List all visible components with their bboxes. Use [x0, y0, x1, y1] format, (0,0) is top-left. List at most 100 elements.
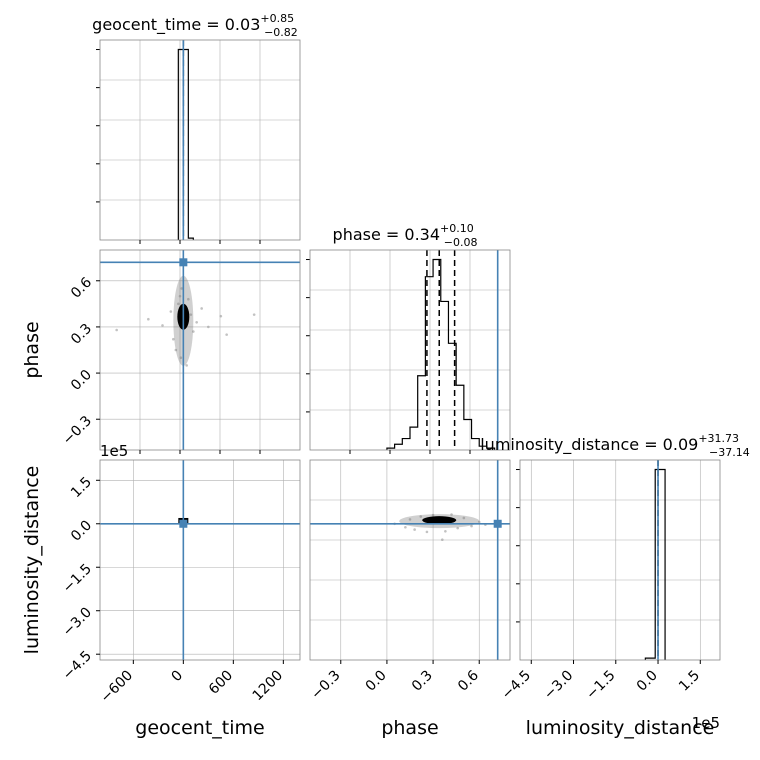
sample-point-1-9 — [180, 287, 183, 290]
sample-point-1-7 — [178, 294, 182, 298]
xtick-label-4-2: 0.3 — [409, 668, 436, 695]
xtick-label-4-3: 0.6 — [455, 667, 482, 694]
frame-3 — [99, 459, 301, 661]
title-plus-0: +0.85 — [260, 12, 294, 25]
truth-marker-4 — [493, 519, 502, 528]
frame-2 — [309, 249, 511, 451]
xtick-label-3-2: 600 — [206, 668, 236, 698]
title-param-0: geocent_time = 0.03 — [92, 15, 260, 35]
truth-marker-1 — [179, 258, 188, 267]
panel-0: geocent_time = 0.03+0.85 −0.82 — [92, 12, 301, 244]
sample-point-1-16 — [207, 325, 210, 329]
sample-point-1-15 — [200, 307, 203, 310]
sample-point-1-0 — [115, 328, 118, 332]
title-plus-2: +0.10 — [440, 222, 474, 235]
xtick-label-5-1: −3.0 — [541, 668, 576, 703]
hist-bar-2-3 — [410, 427, 418, 450]
hist-bar-2-7 — [441, 301, 449, 450]
xlabel-4: phase — [381, 717, 438, 739]
frame-1 — [99, 249, 301, 451]
xtick-label-3-3: 1200 — [250, 668, 287, 705]
xlabel-3: geocent_time — [135, 717, 264, 739]
sample-point-1-14 — [195, 321, 198, 324]
title-5: luminosity_distance = 0.09+31.73 −37.14 — [480, 432, 750, 459]
title-minus-0: −0.82 — [264, 26, 298, 39]
sample-point-4-3 — [413, 528, 416, 531]
hist-bar-2-9 — [456, 385, 464, 450]
hist-bar-2-1 — [395, 444, 403, 450]
density-core-4 — [422, 516, 457, 525]
ytick-label-3-2: −1.5 — [60, 561, 95, 596]
title-minus-2: −0.08 — [444, 236, 478, 249]
sample-point-4-14 — [441, 538, 444, 542]
ylabel-1: phase — [21, 321, 43, 378]
title-minus-5: −37.14 — [709, 446, 750, 459]
hist-bar-2-11 — [472, 439, 480, 450]
sample-point-4-2 — [408, 518, 412, 521]
title-plus-5: +31.73 — [698, 432, 739, 445]
panel-3: −600 0 600 1200 −4.5 −3.0 −1.5 0.0 1.5 geocent_ti… — [21, 442, 301, 739]
sample-point-4-6 — [431, 513, 435, 517]
hist-bar-2-10 — [464, 420, 472, 450]
sample-point-4-1 — [404, 525, 407, 529]
xtick-label-3-1: 0 — [169, 668, 187, 686]
sample-point-4-9 — [456, 526, 459, 530]
ytick-label-1-0: −0.3 — [60, 413, 95, 448]
frame-0 — [99, 39, 301, 241]
sample-point-4-4 — [419, 515, 423, 518]
truth-marker-3 — [179, 519, 188, 528]
panel-4: −0.3 0.0 0.3 0.6 phase — [308, 459, 511, 739]
sample-point-4-12 — [477, 520, 481, 524]
ytick-label-3-3: 0.0 — [68, 518, 95, 545]
hist-outline-0 — [177, 48, 194, 240]
ytick-label-1-3: 0.6 — [68, 274, 95, 301]
sample-point-1-11 — [187, 297, 190, 301]
y-offset-label-3: 1e5 — [100, 442, 128, 460]
xtick-label-5-4: 1.5 — [676, 668, 703, 695]
xtick-label-5-0: −4.5 — [499, 668, 534, 703]
sample-point-1-1 — [147, 317, 150, 321]
sample-point-1-10 — [185, 364, 188, 367]
sample-point-1-4 — [172, 337, 175, 341]
frame-5 — [519, 459, 721, 661]
panel-5: luminosity_distance = 0.09+31.73 −37.14 −4… — [480, 432, 750, 739]
x-offset-label-5: 1e5 — [692, 714, 720, 732]
xtick-label-4-1: 0.0 — [363, 668, 390, 695]
sample-point-4-5 — [425, 530, 429, 534]
hist-outline-5 — [644, 468, 666, 660]
sample-point-1-18 — [225, 333, 228, 336]
sample-point-4-11 — [470, 524, 473, 528]
hist-bar-2-4 — [418, 376, 426, 450]
sample-point-4-10 — [462, 516, 466, 520]
ytick-label-1-2: 0.3 — [68, 321, 95, 348]
sample-point-1-13 — [192, 330, 195, 333]
sample-point-1-6 — [177, 302, 180, 306]
xtick-label-3-0: −600 — [98, 668, 137, 707]
frame-4 — [309, 459, 511, 661]
sample-point-1-12 — [189, 313, 193, 316]
xtick-label-4-0: −0.3 — [308, 668, 343, 703]
title-param-5: luminosity_distance = 0.09 — [480, 435, 698, 455]
sample-point-1-17 — [219, 314, 223, 318]
xtick-label-5-3: 0.0 — [634, 668, 661, 695]
ytick-label-1-1: 0.0 — [68, 367, 95, 394]
ytick-label-3-4: 1.5 — [68, 474, 95, 501]
xtick-label-5-2: −1.5 — [583, 668, 618, 703]
sample-point-1-3 — [169, 310, 173, 313]
ytick-label-3-1: −3.0 — [60, 604, 95, 639]
panel-2: phase = 0.34+0.10 −0.08 — [306, 222, 511, 454]
sample-point-1-8 — [179, 356, 183, 359]
ylabel-3: luminosity_distance — [21, 466, 43, 655]
hist-bar-5-2 — [658, 470, 665, 660]
sample-point-4-7 — [444, 530, 447, 533]
title-2: phase = 0.34+0.10 −0.08 — [333, 222, 478, 249]
sample-point-1-19 — [252, 313, 256, 316]
panel-1: −0.3 0.0 0.3 0.6 phase — [21, 249, 301, 454]
hist-outline-2 — [386, 258, 496, 450]
ytick-label-3-0: −4.5 — [60, 648, 95, 683]
sample-point-1-5 — [174, 348, 178, 352]
sample-point-4-8 — [450, 513, 453, 516]
xlabel-5: luminosity_distance — [526, 717, 715, 739]
title-param-2: phase = 0.34 — [333, 225, 440, 244]
